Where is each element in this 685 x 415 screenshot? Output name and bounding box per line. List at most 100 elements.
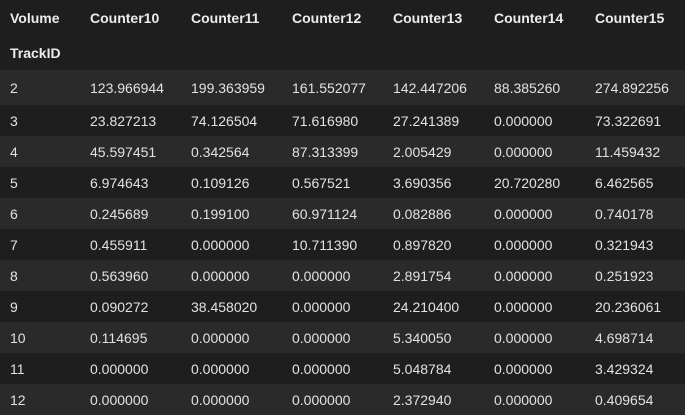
table-cell: 0.082886 (383, 198, 484, 229)
table-cell: 0.245689 (80, 198, 181, 229)
column-header-row: Volume Counter10 Counter11 Counter12 Cou… (0, 0, 685, 35)
row-index-cell: 7 (0, 229, 80, 260)
row-index-cell: 5 (0, 167, 80, 198)
table-cell: 0.000000 (181, 322, 282, 353)
index-name-label: TrackID (0, 35, 80, 70)
table-cell: 0.342564 (181, 136, 282, 167)
table-cell: 0.000000 (282, 384, 383, 415)
empty-header-cell (484, 35, 585, 70)
table-cell: 0.090272 (80, 291, 181, 322)
table-cell: 0.251923 (585, 260, 685, 291)
table-cell: 20.720280 (484, 167, 585, 198)
table-cell: 0.000000 (80, 384, 181, 415)
table-cell: 142.447206 (383, 70, 484, 105)
table-cell: 45.597451 (80, 136, 181, 167)
table-cell: 0.000000 (484, 260, 585, 291)
table-cell: 0.000000 (484, 136, 585, 167)
table-cell: 0.740178 (585, 198, 685, 229)
column-header: Counter11 (181, 0, 282, 35)
table-cell: 0.000000 (484, 229, 585, 260)
row-index-cell: 12 (0, 384, 80, 415)
table-cell: 2.891754 (383, 260, 484, 291)
empty-header-cell (181, 35, 282, 70)
table-row: 11 0.000000 0.000000 0.000000 5.048784 0.0000… (0, 353, 685, 384)
row-index-cell: 10 (0, 322, 80, 353)
table-cell: 73.322691 (585, 105, 685, 136)
table-cell: 4.698714 (585, 322, 685, 353)
table-row: 7 0.455911 0.000000 10.711390 0.897820 0.0000… (0, 229, 685, 260)
table-cell: 3.429324 (585, 353, 685, 384)
table-cell: 0.567521 (282, 167, 383, 198)
table-row: 4 45.597451 0.342564 87.313399 2.005429 0.000… (0, 136, 685, 167)
row-index-cell: 4 (0, 136, 80, 167)
table-row: 5 6.974643 0.109126 0.567521 3.690356 20.7202… (0, 167, 685, 198)
table-cell: 0.000000 (181, 229, 282, 260)
table-cell: 0.000000 (80, 353, 181, 384)
table-cell: 38.458020 (181, 291, 282, 322)
table-row: 3 23.827213 74.126504 71.616980 27.241389 0.0… (0, 105, 685, 136)
table-cell: 11.459432 (585, 136, 685, 167)
table-cell: 199.363959 (181, 70, 282, 105)
table-cell: 20.236061 (585, 291, 685, 322)
table-cell: 74.126504 (181, 105, 282, 136)
table-cell: 27.241389 (383, 105, 484, 136)
table-cell: 0.109126 (181, 167, 282, 198)
row-index-cell: 2 (0, 70, 80, 105)
column-header: Counter14 (484, 0, 585, 35)
table-cell: 10.711390 (282, 229, 383, 260)
table-cell: 6.974643 (80, 167, 181, 198)
table-cell: 60.971124 (282, 198, 383, 229)
table-cell: 88.385260 (484, 70, 585, 105)
table-cell: 0.000000 (282, 322, 383, 353)
column-header: Counter15 (585, 0, 685, 35)
table-cell: 161.552077 (282, 70, 383, 105)
table-cell: 0.000000 (181, 384, 282, 415)
table-cell: 0.199100 (181, 198, 282, 229)
table-cell: 0.114695 (80, 322, 181, 353)
table-cell: 23.827213 (80, 105, 181, 136)
table-cell: 0.000000 (282, 353, 383, 384)
table-cell: 0.321943 (585, 229, 685, 260)
table-cell: 0.897820 (383, 229, 484, 260)
table-cell: 0.000000 (484, 353, 585, 384)
empty-header-cell (383, 35, 484, 70)
columns-name-label: Volume (0, 0, 80, 35)
column-header: Counter12 (282, 0, 383, 35)
table-cell: 0.000000 (484, 105, 585, 136)
table-cell: 0.000000 (181, 353, 282, 384)
table-cell: 3.690356 (383, 167, 484, 198)
row-index-cell: 11 (0, 353, 80, 384)
table-cell: 0.000000 (181, 260, 282, 291)
table-row: 10 0.114695 0.000000 0.000000 5.340050 0.0000… (0, 322, 685, 353)
table-row: 2 123.966944 199.363959 161.552077 142.44720… (0, 70, 685, 105)
table-cell: 0.000000 (484, 384, 585, 415)
table-cell: 0.000000 (484, 322, 585, 353)
table-cell: 2.372940 (383, 384, 484, 415)
table-cell: 0.563960 (80, 260, 181, 291)
empty-header-cell (585, 35, 685, 70)
column-header: Counter10 (80, 0, 181, 35)
row-index-cell: 3 (0, 105, 80, 136)
table-body: 2 123.966944 199.363959 161.552077 142.44720… (0, 70, 685, 415)
table-header: Volume Counter10 Counter11 Counter12 Cou… (0, 0, 685, 70)
table-cell: 0.409654 (585, 384, 685, 415)
table-row: 8 0.563960 0.000000 0.000000 2.891754 0.00000… (0, 260, 685, 291)
empty-header-cell (282, 35, 383, 70)
table-cell: 2.005429 (383, 136, 484, 167)
column-header: Counter13 (383, 0, 484, 35)
table-row: 12 0.000000 0.000000 0.000000 2.372940 0.0000… (0, 384, 685, 415)
table-row: 9 0.090272 38.458020 0.000000 24.210400 0.000… (0, 291, 685, 322)
table-cell: 71.616980 (282, 105, 383, 136)
table-cell: 5.340050 (383, 322, 484, 353)
index-header-row: TrackID (0, 35, 685, 70)
table-cell: 6.462565 (585, 167, 685, 198)
row-index-cell: 9 (0, 291, 80, 322)
table-cell: 5.048784 (383, 353, 484, 384)
table-cell: 0.000000 (282, 260, 383, 291)
empty-header-cell (80, 35, 181, 70)
table-cell: 274.892256 (585, 70, 685, 105)
table-cell: 0.000000 (282, 291, 383, 322)
row-index-cell: 8 (0, 260, 80, 291)
table-cell: 0.455911 (80, 229, 181, 260)
